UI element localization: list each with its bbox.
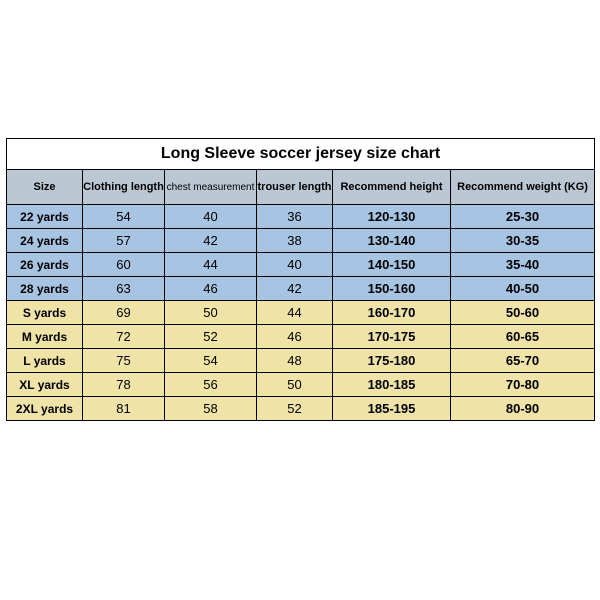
- cell-cloth: 60: [83, 253, 165, 277]
- cell-trouser: 50: [257, 373, 333, 397]
- cell-trouser: 48: [257, 349, 333, 373]
- cell-weight: 30-35: [451, 229, 595, 253]
- table-row: L yards755448175-18065-70: [7, 349, 595, 373]
- cell-cloth: 78: [83, 373, 165, 397]
- col-chest: chest measurement: [165, 170, 257, 205]
- cell-trouser: 42: [257, 277, 333, 301]
- cell-trouser: 38: [257, 229, 333, 253]
- table-row: 2XL yards815852185-19580-90: [7, 397, 595, 421]
- cell-weight: 65-70: [451, 349, 595, 373]
- table-row: M yards725246170-17560-65: [7, 325, 595, 349]
- cell-size: 2XL yards: [7, 397, 83, 421]
- cell-size: 28 yards: [7, 277, 83, 301]
- cell-size: 26 yards: [7, 253, 83, 277]
- cell-chest: 46: [165, 277, 257, 301]
- cell-cloth: 81: [83, 397, 165, 421]
- cell-weight: 40-50: [451, 277, 595, 301]
- chart-title: Long Sleeve soccer jersey size chart: [7, 139, 595, 170]
- cell-size: 24 yards: [7, 229, 83, 253]
- table-body: Long Sleeve soccer jersey size chart Siz…: [7, 139, 595, 421]
- cell-weight: 60-65: [451, 325, 595, 349]
- cell-height: 150-160: [333, 277, 451, 301]
- cell-height: 170-175: [333, 325, 451, 349]
- size-chart-image: Long Sleeve soccer jersey size chart Siz…: [0, 0, 600, 600]
- cell-trouser: 36: [257, 205, 333, 229]
- table-row: 28 yards634642150-16040-50: [7, 277, 595, 301]
- cell-chest: 54: [165, 349, 257, 373]
- cell-size: L yards: [7, 349, 83, 373]
- col-cloth: Clothing length: [83, 170, 165, 205]
- size-chart-table: Long Sleeve soccer jersey size chart Siz…: [6, 138, 595, 421]
- cell-cloth: 72: [83, 325, 165, 349]
- cell-cloth: 57: [83, 229, 165, 253]
- cell-trouser: 44: [257, 301, 333, 325]
- col-trouser: trouser length: [257, 170, 333, 205]
- cell-height: 120-130: [333, 205, 451, 229]
- cell-chest: 58: [165, 397, 257, 421]
- cell-size: XL yards: [7, 373, 83, 397]
- cell-cloth: 54: [83, 205, 165, 229]
- col-size: Size: [7, 170, 83, 205]
- cell-weight: 50-60: [451, 301, 595, 325]
- cell-trouser: 52: [257, 397, 333, 421]
- col-weight: Recommend weight (KG): [451, 170, 595, 205]
- cell-cloth: 69: [83, 301, 165, 325]
- title-row: Long Sleeve soccer jersey size chart: [7, 139, 595, 170]
- cell-chest: 56: [165, 373, 257, 397]
- table-row: 22 yards544036120-13025-30: [7, 205, 595, 229]
- cell-height: 160-170: [333, 301, 451, 325]
- cell-size: M yards: [7, 325, 83, 349]
- cell-weight: 80-90: [451, 397, 595, 421]
- cell-height: 185-195: [333, 397, 451, 421]
- cell-chest: 40: [165, 205, 257, 229]
- cell-weight: 70-80: [451, 373, 595, 397]
- cell-chest: 42: [165, 229, 257, 253]
- cell-height: 180-185: [333, 373, 451, 397]
- cell-height: 140-150: [333, 253, 451, 277]
- col-height: Recommend height: [333, 170, 451, 205]
- cell-size: S yards: [7, 301, 83, 325]
- cell-height: 130-140: [333, 229, 451, 253]
- cell-trouser: 40: [257, 253, 333, 277]
- cell-cloth: 63: [83, 277, 165, 301]
- cell-trouser: 46: [257, 325, 333, 349]
- table-row: 26 yards604440140-15035-40: [7, 253, 595, 277]
- header-row: Size Clothing length chest measurement t…: [7, 170, 595, 205]
- table-row: S yards695044160-17050-60: [7, 301, 595, 325]
- table-row: 24 yards574238130-14030-35: [7, 229, 595, 253]
- cell-chest: 50: [165, 301, 257, 325]
- cell-height: 175-180: [333, 349, 451, 373]
- cell-weight: 35-40: [451, 253, 595, 277]
- cell-weight: 25-30: [451, 205, 595, 229]
- cell-chest: 52: [165, 325, 257, 349]
- table-row: XL yards785650180-18570-80: [7, 373, 595, 397]
- cell-chest: 44: [165, 253, 257, 277]
- cell-size: 22 yards: [7, 205, 83, 229]
- cell-cloth: 75: [83, 349, 165, 373]
